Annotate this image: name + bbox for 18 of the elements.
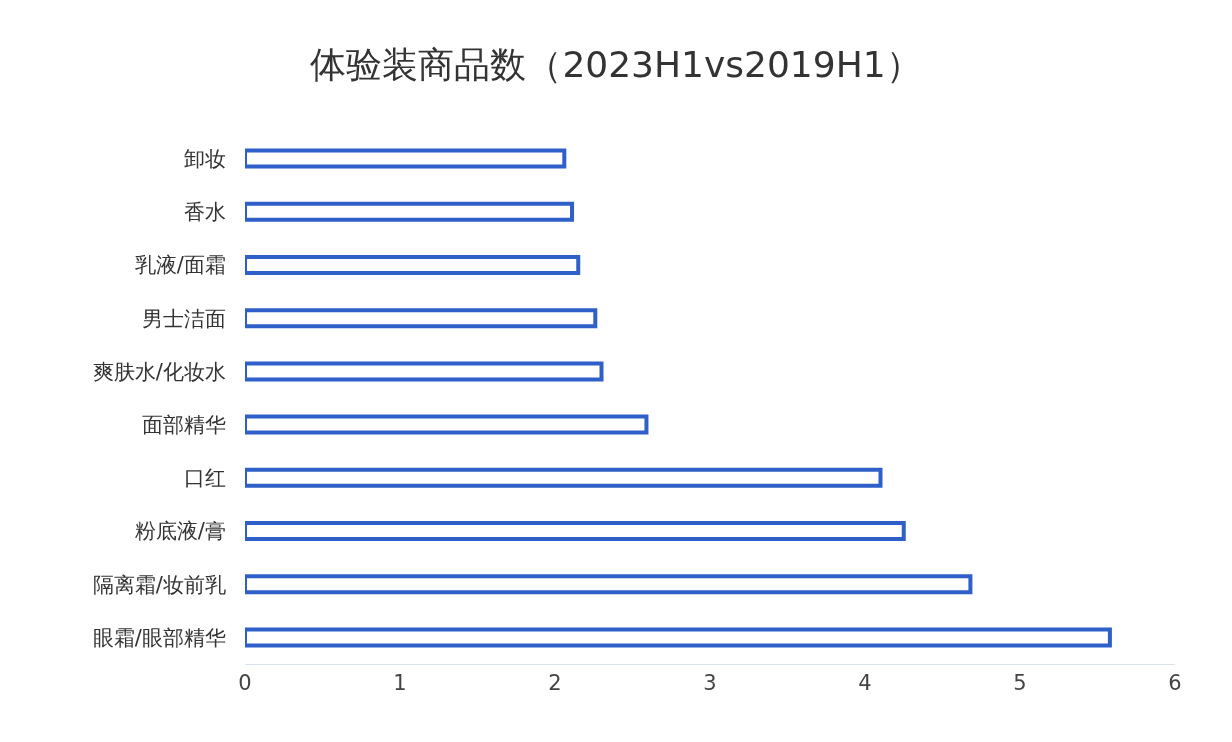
x-tick-label: 2 bbox=[548, 671, 562, 696]
y-tick-label: 乳液/面霜 bbox=[134, 253, 226, 278]
y-tick-label: 男士洁面 bbox=[141, 306, 226, 331]
y-tick-label: 粉底液/膏 bbox=[134, 519, 226, 544]
y-tick-label: 面部精华 bbox=[141, 412, 226, 437]
x-tick-label: 1 bbox=[393, 671, 407, 696]
x-tick-label: 0 bbox=[238, 671, 252, 696]
x-tick-label: 3 bbox=[703, 671, 717, 696]
y-tick-label: 香水 bbox=[183, 200, 226, 225]
x-tick-label: 4 bbox=[858, 671, 872, 696]
y-tick-label: 卸妆 bbox=[183, 146, 226, 171]
y-tick-label: 隔离霜/妆前乳 bbox=[92, 572, 226, 597]
x-tick-label: 6 bbox=[1168, 671, 1182, 696]
y-tick-label: 爽肤水/化妆水 bbox=[92, 359, 226, 384]
x-tick-label: 5 bbox=[1013, 671, 1027, 696]
y-tick-label: 眼霜/眼部精华 bbox=[92, 625, 226, 650]
y-tick-label: 口红 bbox=[183, 466, 226, 491]
chart-title: 体验装商品数（2023H1vs2019H1） bbox=[310, 44, 922, 86]
